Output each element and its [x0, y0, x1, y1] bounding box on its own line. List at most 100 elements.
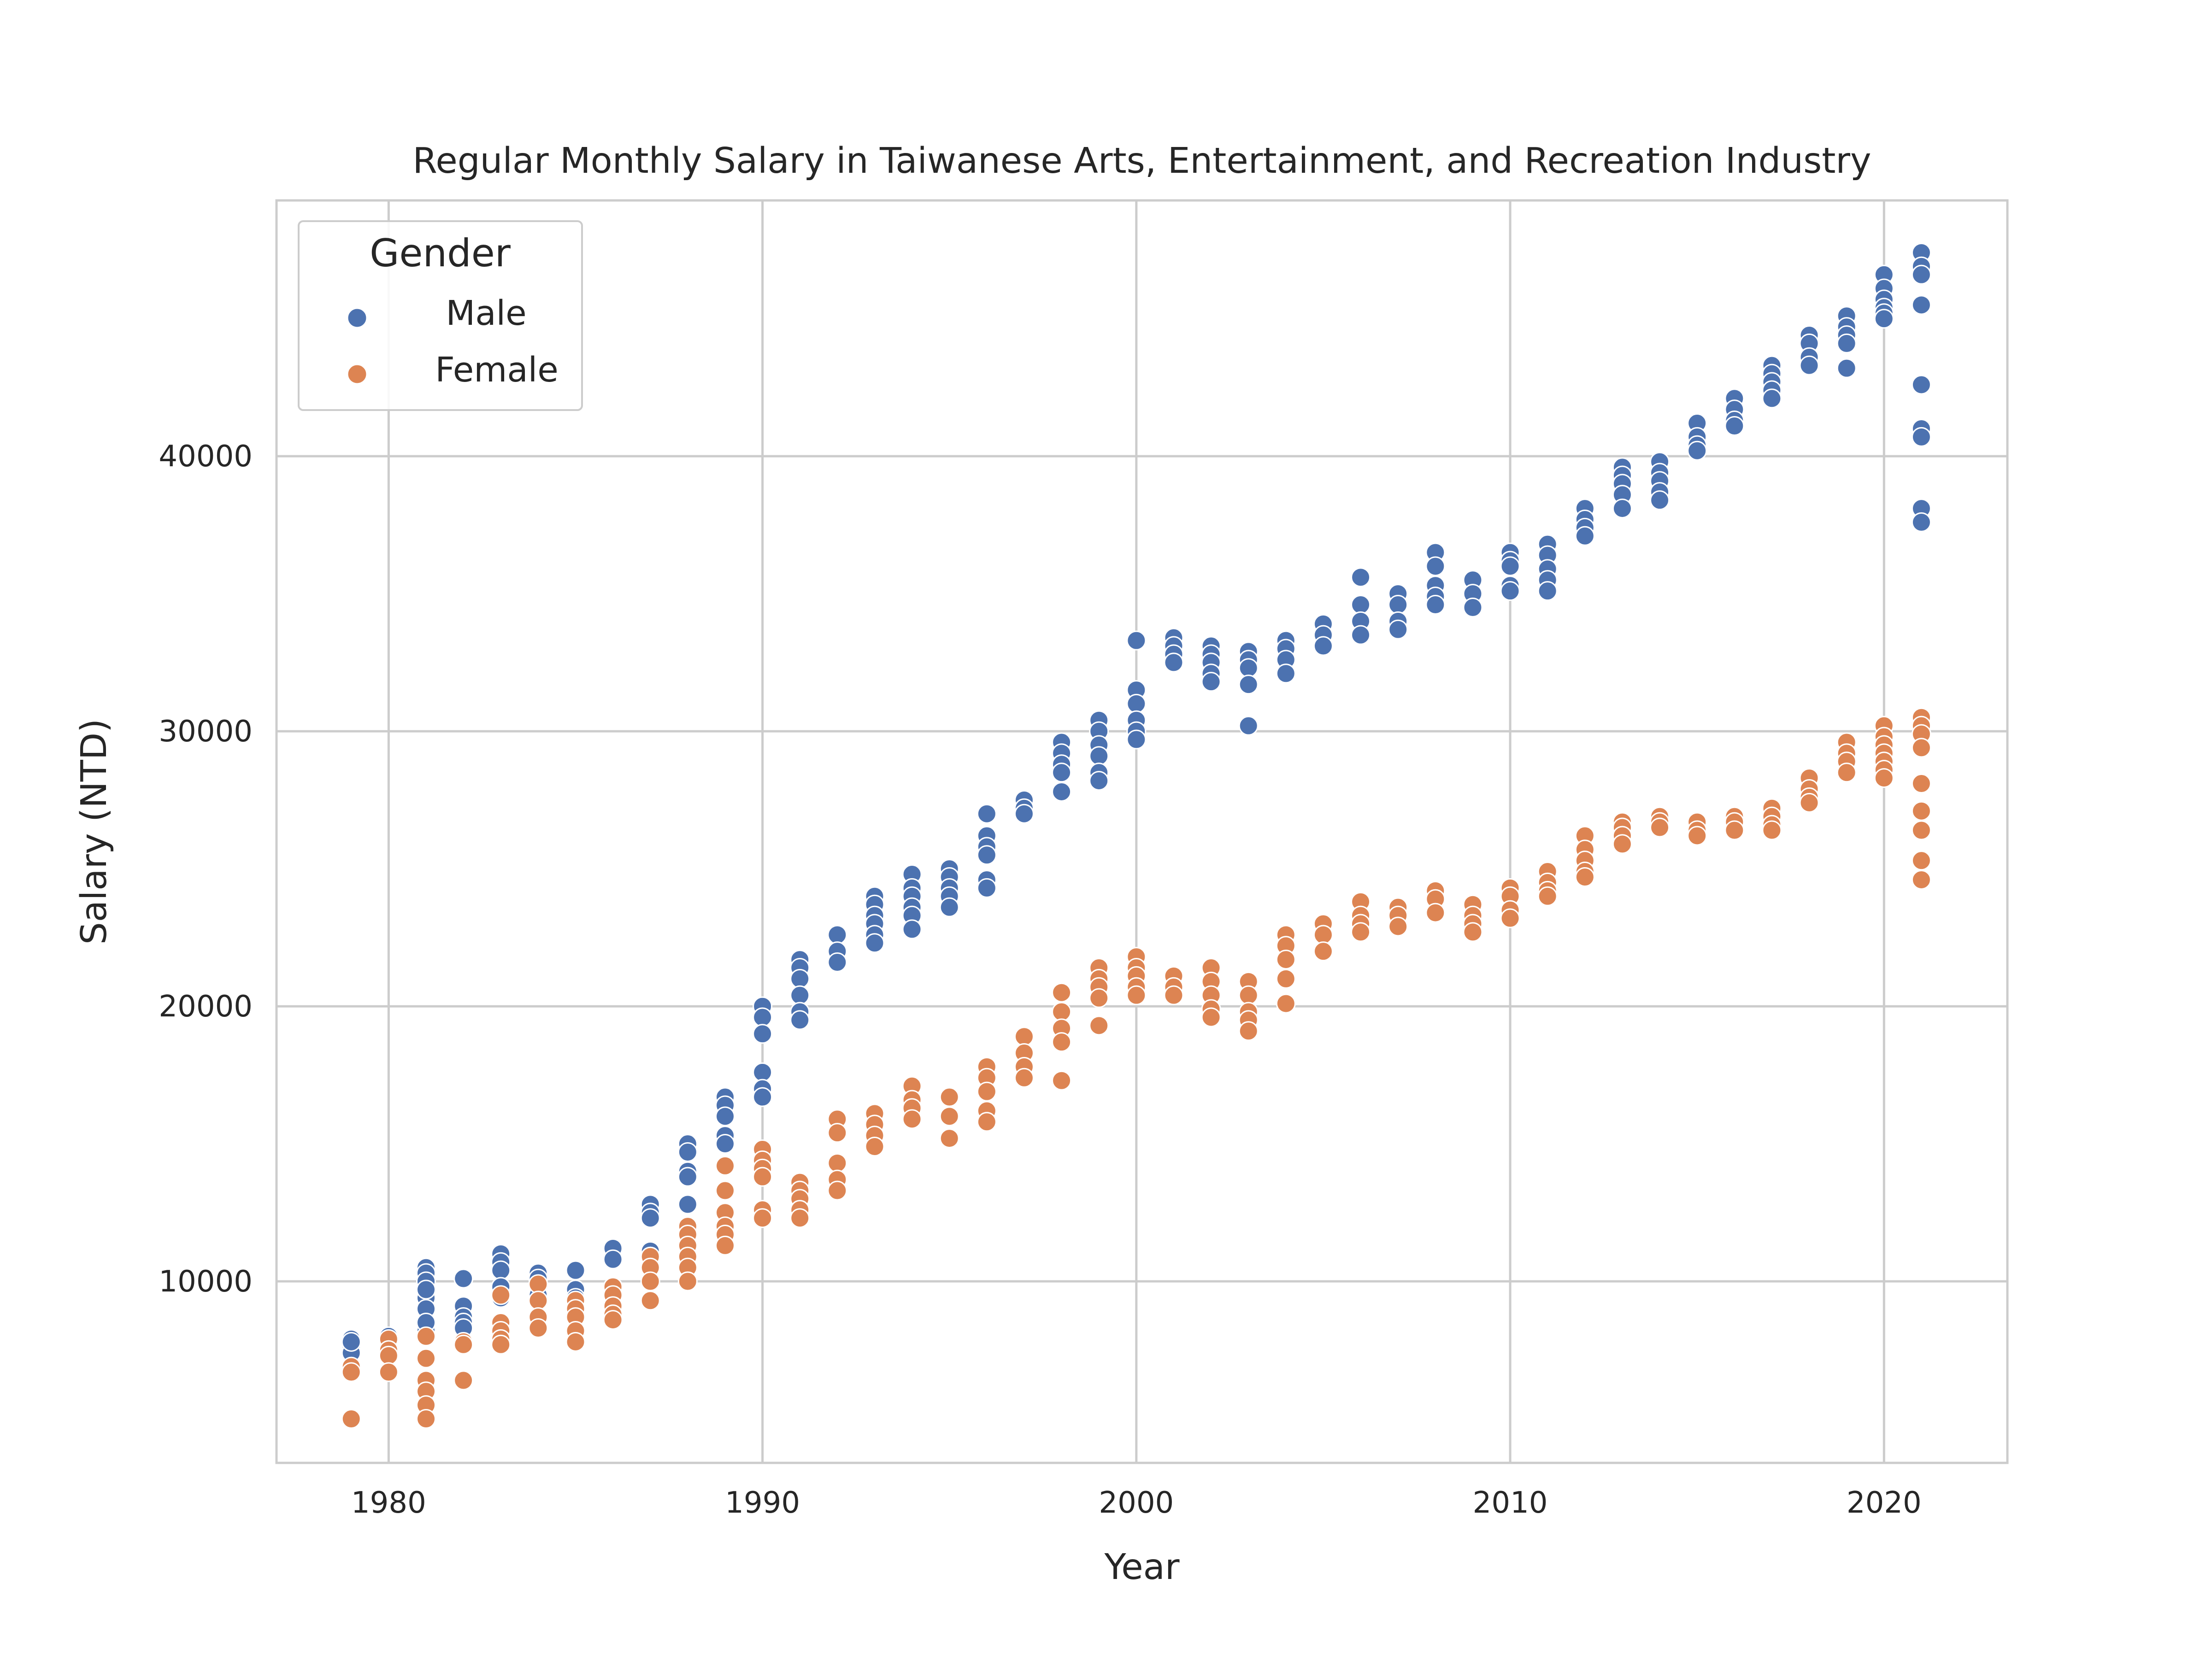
point-male: [977, 878, 997, 898]
point-male: [1575, 526, 1595, 546]
point-male: [1687, 440, 1707, 461]
point-female: [1126, 985, 1147, 1005]
y-axis-label: Salary (NTD): [74, 719, 115, 945]
point-male: [753, 1007, 773, 1027]
point-female: [603, 1310, 623, 1330]
y-tick-labels: 10000 20000 30000 40000: [159, 440, 253, 1299]
point-female: [1276, 950, 1296, 970]
point-male: [1238, 716, 1259, 736]
point-female: [1650, 817, 1670, 838]
point-female: [1425, 903, 1446, 923]
point-male: [1164, 652, 1184, 673]
point-female: [1313, 941, 1333, 962]
point-female: [1388, 916, 1408, 937]
point-male: [1126, 729, 1147, 750]
point-female: [1836, 763, 1857, 783]
point-male: [603, 1249, 623, 1269]
y-tick-label: 30000: [159, 715, 253, 749]
point-male: [790, 968, 810, 989]
point-male: [1126, 630, 1147, 651]
point-female: [1276, 968, 1296, 989]
point-male: [939, 897, 959, 917]
point-male: [1724, 416, 1745, 436]
point-female: [1911, 801, 1931, 821]
point-male: [977, 845, 997, 865]
point-female: [416, 1326, 436, 1346]
point-female: [491, 1285, 511, 1305]
point-male: [1650, 490, 1670, 511]
data-points: [341, 242, 1931, 1429]
point-female: [1164, 985, 1184, 1005]
point-female: [1575, 867, 1595, 887]
point-male: [565, 1260, 586, 1280]
point-female: [640, 1271, 660, 1291]
point-female: [1052, 982, 1072, 1003]
point-male: [1911, 264, 1931, 285]
point-male: [1836, 333, 1857, 353]
point-male: [1313, 636, 1333, 656]
point-female: [753, 1167, 773, 1187]
point-female: [528, 1318, 548, 1338]
point-male: [1911, 512, 1931, 532]
point-female: [902, 1109, 922, 1129]
point-female: [1238, 985, 1259, 1005]
point-male: [1014, 804, 1034, 824]
x-tick-label: 1990: [725, 1486, 800, 1520]
point-male: [1238, 658, 1259, 678]
point-male: [1126, 693, 1147, 714]
point-female: [1052, 1032, 1072, 1052]
legend: Gender Male Female: [298, 220, 583, 411]
point-male: [1351, 567, 1371, 587]
point-male: [491, 1260, 511, 1280]
point-male: [827, 925, 847, 945]
point-male: [1425, 556, 1446, 576]
point-female: [977, 1081, 997, 1102]
point-female: [528, 1274, 548, 1294]
point-male: [1911, 427, 1931, 447]
series-female: [341, 707, 1931, 1429]
point-female: [491, 1334, 511, 1355]
point-female: [378, 1345, 399, 1366]
point-male: [1351, 595, 1371, 615]
point-female: [677, 1271, 698, 1291]
point-female: [1313, 925, 1333, 945]
point-female: [1014, 1027, 1034, 1047]
point-male: [790, 1010, 810, 1030]
point-female: [977, 1112, 997, 1132]
point-female: [1911, 774, 1931, 794]
point-female: [640, 1291, 660, 1311]
x-tick-label: 2010: [1473, 1486, 1548, 1520]
point-male: [790, 985, 810, 1005]
point-female: [1201, 1007, 1221, 1027]
x-tick-labels: 1980 1990 2000 2010 2020: [351, 1486, 1922, 1520]
point-female: [715, 1156, 735, 1176]
point-female: [1911, 869, 1931, 890]
point-male: [865, 933, 885, 953]
legend-title: Gender: [370, 231, 511, 276]
point-male: [1201, 672, 1221, 692]
point-male: [1388, 619, 1408, 640]
point-female: [565, 1332, 586, 1352]
y-tick-label: 10000: [159, 1265, 253, 1299]
point-male: [1911, 295, 1931, 315]
point-male: [1762, 388, 1782, 409]
point-female: [1911, 851, 1931, 871]
point-female: [1052, 1002, 1072, 1022]
point-female: [378, 1362, 399, 1382]
point-male: [416, 1279, 436, 1300]
point-male: [753, 1062, 773, 1082]
x-tick-label: 1980: [351, 1486, 426, 1520]
point-female: [939, 1106, 959, 1127]
point-male: [1388, 595, 1408, 615]
point-male: [715, 1106, 735, 1127]
legend-label-male: Male: [446, 293, 526, 333]
point-female: [1762, 820, 1782, 840]
legend-box: [298, 220, 583, 411]
point-female: [1911, 820, 1931, 840]
point-male: [1500, 581, 1520, 601]
point-female: [341, 1362, 361, 1382]
point-female: [1276, 993, 1296, 1014]
point-female: [827, 1180, 847, 1201]
point-female: [1238, 1021, 1259, 1041]
